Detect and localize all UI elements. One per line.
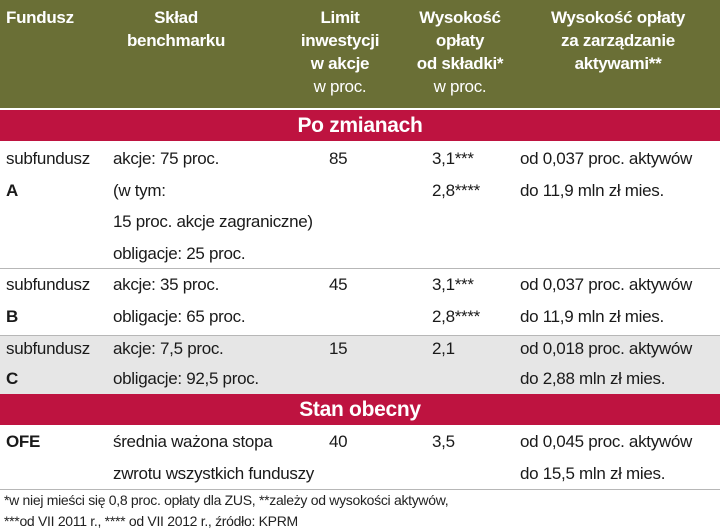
benchmark-cell: akcje: 35 proc. obligacje: 65 proc. bbox=[113, 269, 246, 332]
benchmark-cell: akcje: 7,5 proc. obligacje: 92,5 proc. bbox=[113, 334, 259, 394]
benchmark-line: akcje: 75 proc. bbox=[113, 149, 220, 168]
header-sklad: Skład benchmarku bbox=[121, 6, 231, 52]
footnote-line-2: ***od VII 2011 r., **** od VII 2012 r., … bbox=[4, 513, 298, 529]
fund-letter: B bbox=[6, 306, 18, 326]
fund-name: subfundusz A bbox=[6, 143, 90, 206]
header-fundusz: Fundusz bbox=[6, 6, 74, 29]
mgmt-fee-cell: od 0,037 proc. aktywów do 11,9 mln zł mi… bbox=[520, 143, 692, 206]
fund-label: OFE bbox=[6, 432, 41, 451]
header-oplata-line2: opłaty bbox=[435, 31, 485, 50]
header-sklad-line1: Skład bbox=[154, 8, 198, 27]
limit-cell: 45 bbox=[329, 275, 348, 294]
fee-line: 3,1*** bbox=[432, 149, 474, 168]
limit-cell: 85 bbox=[329, 149, 348, 168]
header-zarzadzanie-line3: aktywami** bbox=[574, 54, 662, 73]
header-zarzadzanie: Wysokość opłaty za zarządzanie aktywami*… bbox=[528, 6, 708, 75]
fee-line: 2,8**** bbox=[432, 306, 480, 326]
benchmark-line: średnia ważona stopa bbox=[113, 432, 273, 451]
mgmt-fee-line: do 11,9 mln zł mies. bbox=[520, 180, 664, 200]
header-fundusz-label: Fundusz bbox=[6, 8, 74, 27]
benchmark-line: 15 proc. akcje zagraniczne) bbox=[113, 212, 313, 231]
benchmark-line: obligacje: 92,5 proc. bbox=[113, 369, 259, 388]
fund-name: subfundusz C bbox=[6, 334, 90, 394]
table-row-subfundusz-b: subfundusz B akcje: 35 proc. obligacje: … bbox=[0, 269, 720, 336]
limit-cell: 40 bbox=[329, 432, 348, 451]
mgmt-fee-line: od 0,037 proc. aktywów bbox=[520, 149, 692, 168]
limit-cell: 15 bbox=[329, 339, 348, 358]
mgmt-fee-line: od 0,018 proc. aktywów bbox=[520, 339, 692, 358]
section-po-zmianach: Po zmianach bbox=[0, 110, 720, 141]
benchmark-line: (w tym: bbox=[113, 180, 166, 200]
mgmt-fee-line: od 0,037 proc. aktywów bbox=[520, 275, 692, 294]
header-sklad-line2: benchmarku bbox=[126, 31, 226, 50]
mgmt-fee-line: od 0,045 proc. aktywów bbox=[520, 432, 692, 451]
fee-line: 3,5 bbox=[432, 432, 455, 451]
header-oplata-unit: w proc. bbox=[433, 77, 487, 96]
header-limit-line2: inwestycji bbox=[300, 31, 380, 50]
header-limit-line1: Limit bbox=[320, 8, 360, 27]
mgmt-fee-line: do 15,5 mln zł mies. bbox=[520, 463, 666, 483]
mgmt-fee-line: do 2,88 mln zł mies. bbox=[520, 369, 666, 388]
mgmt-fee-line: do 11,9 mln zł mies. bbox=[520, 306, 664, 326]
fee-cell: 3,1*** 2,8**** bbox=[432, 143, 480, 206]
fund-label: subfundusz bbox=[6, 339, 90, 358]
fee-line: 3,1*** bbox=[432, 275, 474, 294]
benchmark-line: akcje: 7,5 proc. bbox=[113, 339, 224, 358]
fund-name: subfundusz B bbox=[6, 269, 90, 332]
benchmark-cell: akcje: 75 proc. (w tym: 15 proc. akcje z… bbox=[113, 143, 313, 269]
header-limit-line3: w akcje bbox=[310, 54, 370, 73]
section-stan-obecny: Stan obecny bbox=[0, 394, 720, 425]
fee-cell: 3,5 bbox=[432, 426, 455, 458]
table-row-subfundusz-a: subfundusz A akcje: 75 proc. (w tym: 15 … bbox=[0, 141, 720, 269]
benchmark-line: zwrotu wszystkich funduszy bbox=[113, 463, 314, 483]
header-oplata-line3: od składki* bbox=[416, 54, 504, 73]
fund-label: subfundusz bbox=[6, 275, 90, 294]
benchmark-line: obligacje: 25 proc. bbox=[113, 243, 246, 263]
table-header: Fundusz Skład benchmarku Limit inwestycj… bbox=[0, 0, 720, 108]
fee-cell: 2,1 bbox=[432, 334, 455, 364]
benchmark-line: obligacje: 65 proc. bbox=[113, 306, 246, 326]
fee-line: 2,1 bbox=[432, 339, 455, 358]
header-limit-unit: w proc. bbox=[313, 77, 367, 96]
mgmt-fee-cell: od 0,018 proc. aktywów do 2,88 mln zł mi… bbox=[520, 334, 692, 394]
table-row-ofe: OFE średnia ważona stopa zwrotu wszystki… bbox=[0, 425, 720, 490]
table-row-subfundusz-c: subfundusz C akcje: 7,5 proc. obligacje:… bbox=[0, 336, 720, 394]
header-zarzadzanie-line2: za zarządzanie bbox=[561, 31, 675, 50]
fee-cell: 3,1*** 2,8**** bbox=[432, 269, 480, 332]
fund-letter: A bbox=[6, 180, 18, 200]
benchmark-line: akcje: 35 proc. bbox=[113, 275, 220, 294]
fund-name: OFE bbox=[6, 426, 40, 458]
fund-letter: C bbox=[6, 369, 18, 388]
header-limit: Limit inwestycji w akcje w proc. bbox=[290, 6, 390, 98]
mgmt-fee-cell: od 0,045 proc. aktywów do 15,5 mln zł mi… bbox=[520, 426, 692, 489]
mgmt-fee-cell: od 0,037 proc. aktywów do 11,9 mln zł mi… bbox=[520, 269, 692, 332]
header-oplata-line1: Wysokość bbox=[419, 8, 501, 27]
fund-label: subfundusz bbox=[6, 149, 90, 168]
header-zarzadzanie-line1: Wysokość opłaty bbox=[550, 8, 686, 27]
footnote-line-1: *w niej mieści się 0,8 proc. opłaty dla … bbox=[4, 492, 449, 508]
header-oplata: Wysokość opłaty od składki* w proc. bbox=[402, 6, 518, 98]
fee-line: 2,8**** bbox=[432, 180, 480, 200]
benchmark-cell: średnia ważona stopa zwrotu wszystkich f… bbox=[113, 426, 314, 489]
